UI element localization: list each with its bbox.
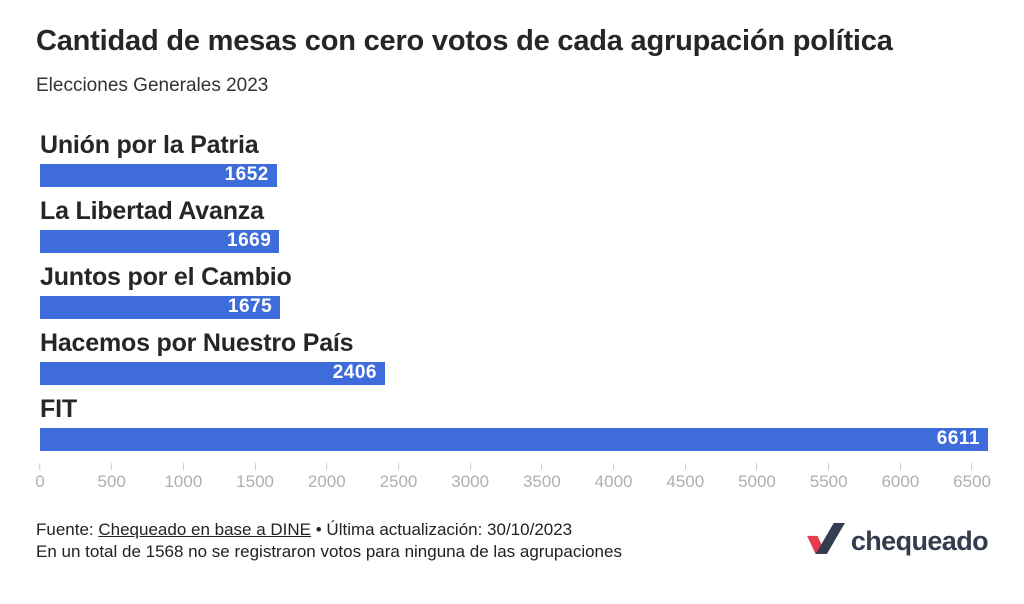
x-axis-tick-label: 2500	[379, 471, 418, 491]
x-axis-tick-label: 5000	[738, 471, 776, 491]
x-axis-tick-mark	[39, 462, 41, 470]
bar-value-label: 1669	[227, 230, 272, 252]
check-icon	[806, 523, 845, 559]
x-axis-tick: 4500	[666, 462, 705, 492]
source-label: Fuente:	[36, 519, 99, 539]
bar: 1675	[40, 295, 281, 319]
x-axis-tick: 3000	[451, 462, 490, 492]
x-axis-tick: 2500	[379, 462, 418, 492]
x-axis-tick-mark	[899, 462, 901, 470]
x-axis-tick-mark	[756, 462, 758, 470]
x-axis-tick-label: 1500	[236, 471, 275, 491]
bar-row: Juntos por el Cambio 1675	[40, 262, 988, 319]
x-axis: 0 500 1000 1500 2000 2500 3000 3500 4000 4500 5000…	[35, 462, 991, 493]
x-axis-tick-label: 6000	[881, 471, 920, 491]
x-axis-tick: 0	[35, 462, 45, 492]
x-axis-tick-label: 2000	[307, 471, 346, 491]
x-axis-tick-mark	[254, 462, 256, 470]
bar-value-label: 1675	[227, 296, 273, 318]
source-link[interactable]: Chequeado en base a DINE	[98, 519, 312, 539]
x-axis-tick-mark	[326, 462, 328, 470]
bar-row: Unión por la Patria 1652	[40, 130, 988, 187]
x-axis-tick: 6000	[881, 462, 920, 492]
x-axis-tick-mark	[971, 462, 973, 470]
bar: 1652	[40, 163, 277, 187]
x-axis-tick-label: 4000	[594, 471, 633, 491]
x-axis-tick: 5500	[809, 462, 848, 492]
x-axis-tick: 6500	[953, 462, 991, 492]
bar: 6611	[40, 427, 988, 451]
x-axis-tick: 500	[97, 462, 126, 492]
chequeado-logo[interactable]: chequeado	[806, 523, 989, 559]
x-axis-tick-mark	[469, 462, 471, 470]
x-axis-tick-mark	[111, 462, 113, 470]
chart-title: Cantidad de mesas con cero votos de cada…	[36, 25, 893, 57]
x-axis-tick-label: 500	[97, 471, 126, 491]
bar: 1669	[40, 229, 280, 253]
bar-row: FIT 6611	[40, 394, 988, 451]
x-axis-tick-label: 3500	[522, 471, 561, 491]
x-axis-tick: 3500	[522, 462, 561, 492]
bar: 2406	[40, 361, 385, 385]
chart-subtitle: Elecciones Generales 2023	[36, 74, 269, 96]
x-axis-tick-label: 3000	[451, 471, 490, 491]
bar-row: Hacemos por Nuestro País 2406	[40, 328, 988, 385]
x-axis-tick-label: 4500	[666, 471, 705, 491]
x-axis-tick-label: 0	[35, 471, 45, 491]
footer-text: Fuente: Chequeado en base a DINE • Últim…	[36, 519, 622, 564]
footer: Fuente: Chequeado en base a DINE • Últim…	[36, 519, 989, 564]
bar-label: Hacemos por Nuestro País	[40, 328, 354, 357]
x-axis-tick-mark	[541, 462, 543, 470]
x-axis-tick-label: 1000	[164, 471, 203, 491]
bar-value-label: 6611	[936, 428, 980, 450]
x-axis-tick-mark	[397, 462, 399, 470]
x-axis-tick-label: 6500	[953, 471, 991, 491]
x-axis-tick: 1000	[164, 462, 203, 492]
bar-label: Juntos por el Cambio	[40, 262, 292, 291]
x-axis-tick: 4000	[594, 462, 633, 492]
bar-label: FIT	[40, 394, 77, 423]
x-axis-tick-mark	[828, 462, 830, 470]
x-axis-tick-label: 5500	[809, 471, 848, 491]
bar-label: La Libertad Avanza	[40, 196, 264, 225]
bar-row: La Libertad Avanza 1669	[40, 196, 988, 253]
logo-text: chequeado	[850, 525, 989, 556]
x-axis-tick: 5000	[738, 462, 776, 492]
bar-label: Unión por la Patria	[40, 130, 259, 159]
x-axis-tick-mark	[684, 462, 686, 470]
bar-value-label: 1652	[224, 164, 269, 186]
x-axis-tick-mark	[613, 462, 615, 470]
note-line: En un total de 1568 no se registraron vo…	[36, 542, 622, 562]
updated-label: • Última actualización: 30/10/2023	[311, 519, 573, 539]
source-line: Fuente: Chequeado en base a DINE • Últim…	[36, 519, 622, 542]
bar-chart: Unión por la Patria 1652 La Libertad Ava…	[35, 130, 991, 493]
x-axis-tick-mark	[182, 462, 184, 470]
x-axis-tick: 2000	[307, 462, 346, 492]
x-axis-tick: 1500	[236, 462, 275, 492]
bar-value-label: 2406	[332, 362, 377, 384]
